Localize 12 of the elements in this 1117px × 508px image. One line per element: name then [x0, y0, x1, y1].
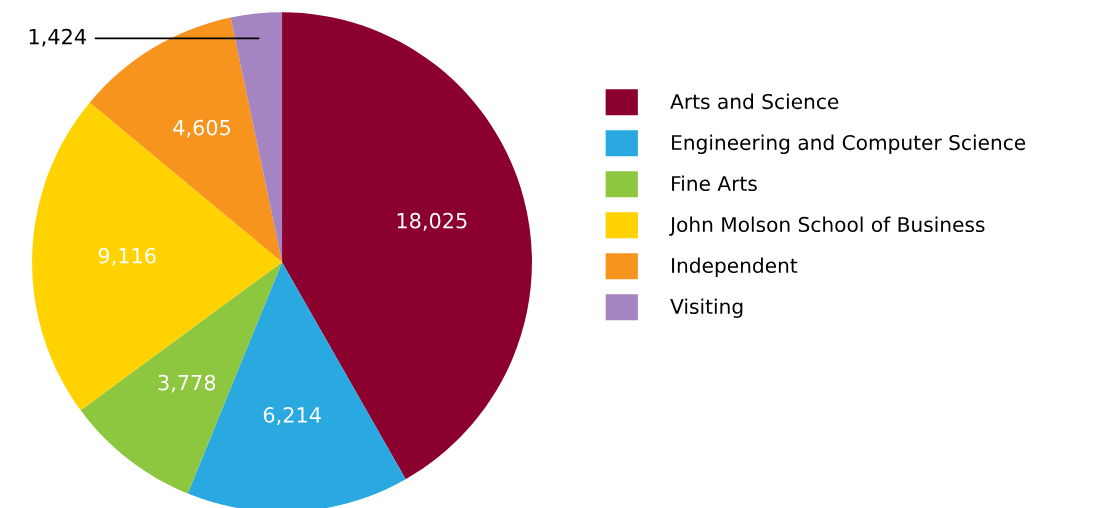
legend-label: John Molson School of Business [669, 216, 985, 236]
data-label: 9,116 [98, 247, 156, 266]
data-label: 3,778 [158, 374, 216, 393]
legend-label: Visiting [670, 298, 743, 318]
legend-label: Engineering and Computer Science [672, 134, 1026, 155]
data-label: 6,214 [263, 407, 321, 425]
legend-label: Fine Arts [672, 175, 757, 192]
legend-label: Arts and Science [670, 93, 839, 110]
data-label: 4,605 [173, 119, 231, 138]
data-label: 18,025 [397, 212, 467, 231]
legend-label: Independent [672, 257, 798, 277]
data-label: 1,424 [29, 28, 86, 47]
